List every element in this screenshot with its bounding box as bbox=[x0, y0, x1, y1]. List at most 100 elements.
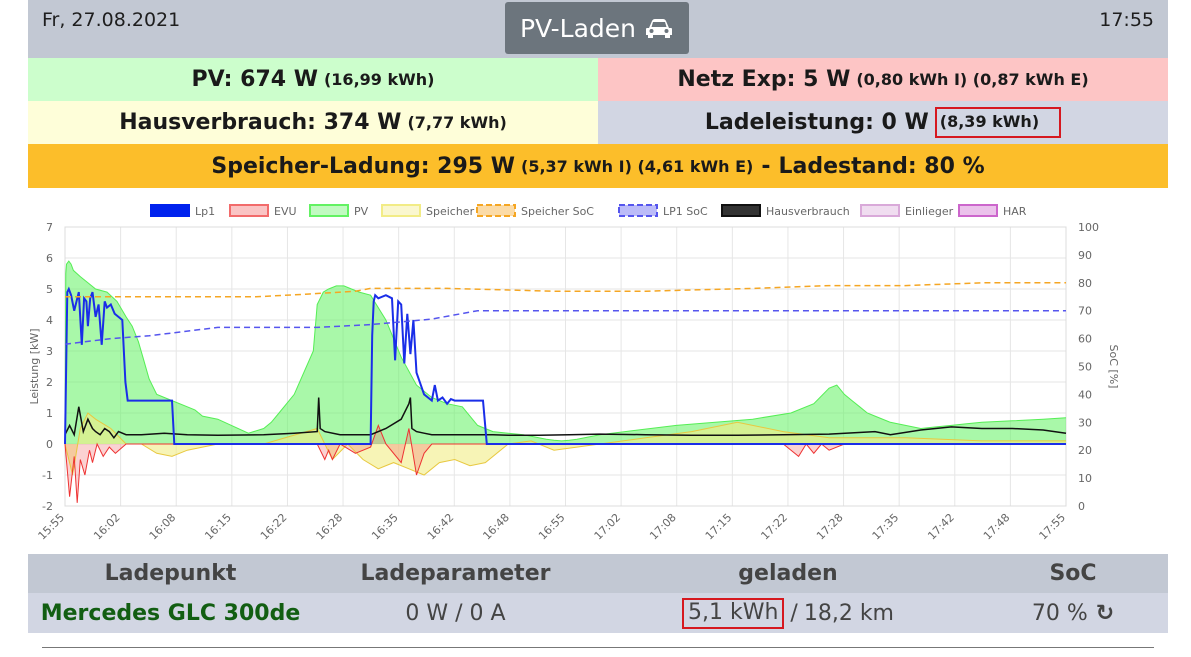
y-right-tick: 70 bbox=[1078, 305, 1092, 318]
x-tick: 16:02 bbox=[91, 511, 123, 543]
legend-label-2: PV bbox=[354, 205, 369, 218]
legend-label-4: Speicher SoC bbox=[521, 205, 594, 218]
pv-summary: PV: 674 W (16,99 kWh) bbox=[28, 58, 598, 101]
legend-swatch-8 bbox=[958, 204, 998, 217]
vehicle-name[interactable]: Mercedes GLC 300de bbox=[40, 600, 301, 626]
geladen-value: 5,1 kWh / 18,2 km bbox=[598, 597, 978, 629]
series-line-evu bbox=[64, 423, 1066, 503]
legend-label-5: LP1 SoC bbox=[663, 205, 708, 218]
legend-swatch-1 bbox=[229, 204, 269, 217]
legend-swatch-3 bbox=[381, 204, 421, 217]
ladepunkt-table-header: Ladepunkt Ladeparameter geladen SoC bbox=[28, 554, 1168, 593]
ladepunkt-row: Mercedes GLC 300de 0 W / 0 A 5,1 kWh / 1… bbox=[28, 593, 1168, 633]
x-tick: 16:35 bbox=[369, 511, 401, 543]
legend-label-6: Hausverbrauch bbox=[766, 205, 850, 218]
speicher-separator: - bbox=[761, 153, 771, 179]
y-right-tick: 10 bbox=[1078, 472, 1092, 485]
speicher-power: Speicher-Ladung: 295 W bbox=[211, 153, 516, 179]
x-tick: 17:28 bbox=[814, 511, 846, 543]
series-line-lp1 bbox=[64, 286, 1066, 445]
y-right-tick: 30 bbox=[1078, 416, 1092, 429]
y-right-tick: 100 bbox=[1078, 221, 1099, 234]
y-left-tick: -1 bbox=[42, 469, 53, 482]
series-line-hausverbrauch bbox=[64, 397, 1067, 440]
x-tick: 17:48 bbox=[981, 511, 1013, 543]
ladeleistung-power: Ladeleistung: 0 W bbox=[704, 110, 929, 135]
chart-legend: Lp1 EVU PV Speicher Speicher SoC LP1 SoC Hausv… bbox=[150, 204, 1027, 218]
soc-value: 70 % ↻ bbox=[978, 601, 1168, 626]
y-left-tick: 1 bbox=[46, 407, 53, 420]
date-display: Fr, 27.08.2021 bbox=[42, 9, 181, 31]
power-chart[interactable]: Lp1 EVU PV Speicher Speicher SoC LP1 SoC Hausv… bbox=[28, 195, 1168, 550]
hausverbrauch-energy: (7,77 kWh) bbox=[407, 113, 507, 132]
ladeleistung-energy-highlight: (8,39 kWh) bbox=[934, 107, 1062, 138]
speicher-energy: (5,37 kWh I) (4,61 kWh E) bbox=[521, 156, 754, 176]
netz-summary: Netz Exp: 5 W (0,80 kWh I) (0,87 kWh E) bbox=[598, 58, 1168, 101]
ladeleistung-summary: Ladeleistung: 0 W (8,39 kWh) bbox=[598, 101, 1168, 144]
x-tick: 17:08 bbox=[647, 511, 679, 543]
x-tick: 15:55 bbox=[36, 511, 68, 543]
series-line-pv bbox=[64, 260, 1067, 442]
title-label: PV-Laden bbox=[519, 13, 637, 43]
x-tick: 17:42 bbox=[925, 511, 957, 543]
x-tick: 16:42 bbox=[425, 511, 457, 543]
y-left-tick: 5 bbox=[46, 283, 53, 296]
legend-swatch-0 bbox=[150, 204, 190, 217]
y-left-tick: 7 bbox=[46, 221, 53, 234]
legend-swatch-2 bbox=[309, 204, 349, 217]
legend-swatch-6 bbox=[721, 204, 761, 217]
car-icon bbox=[646, 19, 673, 38]
x-tick: 17:22 bbox=[758, 511, 790, 543]
x-tick: 16:28 bbox=[314, 511, 346, 543]
y-right-tick: 40 bbox=[1078, 388, 1092, 401]
geladen-distance: 18,2 km bbox=[803, 600, 894, 626]
y-right-title: SoC [%] bbox=[1107, 345, 1120, 389]
ladeparameter-value: 0 W / 0 A bbox=[405, 600, 506, 626]
y-right-tick: 60 bbox=[1078, 333, 1092, 346]
chart-grid bbox=[64, 226, 1067, 507]
hausverbrauch-power: Hausverbrauch: 374 W bbox=[119, 110, 402, 135]
y-right-tick: 80 bbox=[1078, 277, 1092, 290]
divider bbox=[42, 647, 1154, 648]
series-line-speicher-soc bbox=[65, 282, 1066, 298]
legend-swatch-7 bbox=[860, 204, 900, 217]
y-left-title: Leistung [kW] bbox=[28, 328, 41, 404]
chart-lines bbox=[64, 260, 1067, 503]
legend-label-0: Lp1 bbox=[195, 205, 215, 218]
legend-label-7: Einlieger bbox=[905, 205, 954, 218]
pv-laden-button[interactable]: PV-Laden bbox=[505, 2, 689, 54]
header-ladeparameter: Ladeparameter bbox=[360, 561, 551, 586]
header-ladepunkt: Ladepunkt bbox=[104, 561, 237, 586]
legend-swatch-5 bbox=[618, 204, 658, 217]
x-tick: 16:48 bbox=[480, 511, 512, 543]
header-soc: SoC bbox=[1049, 561, 1097, 586]
y-left-tick: 4 bbox=[46, 314, 53, 327]
pv-energy: (16,99 kWh) bbox=[323, 70, 435, 89]
x-tick: 17:15 bbox=[703, 511, 735, 543]
speicher-summary: Speicher-Ladung: 295 W (5,37 kWh I) (4,6… bbox=[28, 144, 1168, 188]
geladen-separator: / bbox=[790, 600, 798, 626]
x-tick: 16:55 bbox=[536, 511, 568, 543]
y-right-tick: 90 bbox=[1078, 249, 1092, 262]
y-right-tick: 50 bbox=[1078, 361, 1092, 374]
y-left-tick: 3 bbox=[46, 345, 53, 358]
y-left-tick: -2 bbox=[42, 500, 53, 513]
pv-power: PV: 674 W bbox=[191, 67, 318, 92]
y-left-tick: 0 bbox=[46, 438, 53, 451]
header-bar: Fr, 27.08.2021 PV-Laden 17:55 bbox=[28, 0, 1168, 58]
legend-label-3: Speicher bbox=[426, 205, 475, 218]
legend-swatch-4 bbox=[476, 204, 516, 217]
header-geladen: geladen bbox=[738, 561, 838, 586]
speicher-ladestand: Ladestand: 80 % bbox=[778, 153, 985, 179]
y-left-tick: 2 bbox=[46, 376, 53, 389]
area-pv bbox=[65, 261, 1066, 444]
refresh-icon[interactable]: ↻ bbox=[1095, 600, 1115, 626]
legend-label-8: HAR bbox=[1003, 205, 1027, 218]
netz-power: Netz Exp: 5 W bbox=[677, 67, 851, 92]
x-tick: 17:35 bbox=[870, 511, 902, 543]
y-right-tick: 0 bbox=[1078, 500, 1085, 513]
soc-percent: 70 % bbox=[1031, 600, 1088, 626]
x-tick: 17:02 bbox=[592, 511, 624, 543]
y-left-tick: 6 bbox=[46, 252, 53, 265]
hausverbrauch-summary: Hausverbrauch: 374 W (7,77 kWh) bbox=[28, 101, 598, 144]
